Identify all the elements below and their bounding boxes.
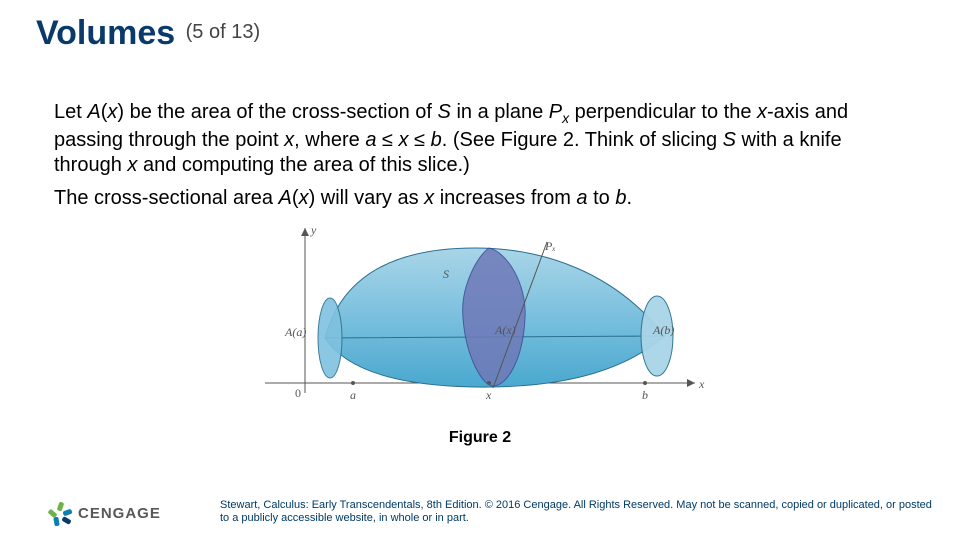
paragraph-1: Let A(x) be the area of the cross-sectio… (54, 100, 914, 178)
svg-text:Pₓ: Pₓ (544, 239, 556, 253)
slide-title: Volumes (36, 14, 175, 52)
figure-diagram: 0 x y a x b S Pₓ A(a) A(x) A(b) (245, 218, 715, 418)
slide-subtitle: (5 of 13) (186, 21, 260, 43)
figure-caption: Figure 2 (0, 429, 960, 447)
svg-text:S: S (443, 267, 449, 281)
svg-text:A(b): A(b) (652, 323, 674, 337)
figure-wrapper: 0 x y a x b S Pₓ A(a) A(x) A(b) Figure 2 (0, 218, 960, 447)
svg-text:A(x): A(x) (494, 323, 516, 337)
svg-text:b: b (642, 388, 648, 402)
body-text: Let A(x) be the area of the cross-sectio… (54, 100, 914, 219)
paragraph-2: The cross-sectional area A(x) will vary … (54, 186, 914, 211)
cengage-logo-text: CENGAGE (78, 505, 161, 522)
svg-text:x: x (698, 377, 705, 391)
svg-text:0: 0 (295, 386, 301, 400)
copyright-text: Stewart, Calculus: Early Transcendentals… (220, 499, 936, 527)
cengage-logo-icon (50, 502, 72, 524)
svg-text:A(a): A(a) (284, 325, 306, 339)
footer: CENGAGE Stewart, Calculus: Early Transce… (0, 484, 960, 530)
svg-text:y: y (310, 223, 317, 237)
slide-title-row: Volumes (5 of 13) (36, 14, 260, 53)
svg-text:a: a (350, 388, 356, 402)
svg-text:x: x (485, 388, 492, 402)
cengage-logo: CENGAGE (50, 502, 161, 524)
